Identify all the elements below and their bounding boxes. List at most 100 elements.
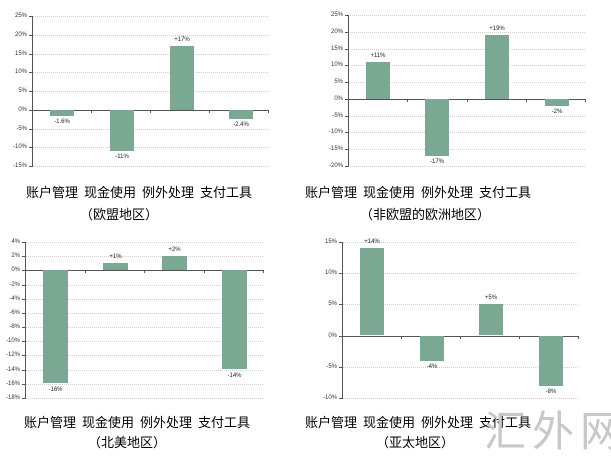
gridline: [348, 65, 585, 66]
y-tick: [22, 242, 25, 243]
value-label: +1%: [109, 254, 122, 260]
bar: [170, 46, 194, 110]
value-label: -8%: [545, 389, 557, 395]
gridline: [25, 398, 263, 399]
gridline: [32, 35, 268, 36]
y-tick: [339, 242, 342, 243]
y-tick-label: -15%: [12, 163, 27, 169]
value-label: -11%: [115, 154, 129, 160]
value-label: +19%: [489, 26, 505, 32]
gridline: [32, 91, 268, 92]
bar: [366, 62, 390, 99]
y-tick: [345, 82, 348, 83]
y-tick-label: -14%: [5, 367, 20, 373]
gridline: [342, 398, 578, 399]
y-tick-label: 10%: [14, 69, 27, 75]
category-label: 例外处理: [421, 186, 474, 201]
y-tick: [22, 256, 25, 257]
y-tick-label: -4%: [9, 296, 20, 302]
gridline: [342, 273, 578, 274]
y-tick-label: -10%: [328, 129, 343, 135]
value-label: +14%: [364, 239, 380, 245]
y-tick: [22, 398, 25, 399]
y-tick: [29, 147, 32, 148]
gridline: [32, 166, 268, 167]
chart-panel-non-eu-europe: 账户管理 现金使用 例外处理 支付工具 （非欧盟的欧洲地区） 25% 20% 15% 10%…: [305, 12, 586, 223]
bar: [479, 304, 503, 335]
y-tick-label: 5%: [328, 301, 337, 307]
x-tick: [85, 270, 86, 273]
y-tick: [29, 72, 32, 73]
y-tick-label: 15%: [324, 239, 337, 245]
y-tick: [22, 370, 25, 371]
y-tick-label: -10%: [5, 338, 20, 344]
y-tick-label: 25%: [330, 12, 343, 18]
y-tick-label: -20%: [328, 163, 343, 169]
y-tick-label: -5%: [326, 364, 337, 370]
x-tick: [263, 270, 264, 273]
y-tick-label: 4%: [11, 239, 20, 245]
bar: [420, 336, 444, 361]
category-label: 账户管理: [24, 416, 77, 431]
gridline: [348, 166, 585, 167]
y-tick: [339, 367, 342, 368]
x-tick: [519, 336, 520, 339]
y-tick-label: 10%: [330, 62, 343, 68]
gridline: [348, 149, 585, 150]
gridline: [25, 355, 263, 356]
gridline: [342, 242, 578, 243]
y-tick-label: -16%: [5, 381, 20, 387]
bar: [485, 35, 509, 99]
y-tick: [22, 341, 25, 342]
bar: [425, 99, 449, 156]
gridline: [25, 384, 263, 385]
gridline: [348, 32, 585, 33]
category-label: 支付工具: [479, 416, 532, 431]
y-tick-label: -10%: [322, 395, 337, 401]
bar: [43, 270, 68, 383]
x-tick: [204, 270, 205, 273]
value-label: +5%: [484, 295, 498, 301]
y-tick: [22, 313, 25, 314]
value-label: +2%: [168, 247, 181, 253]
gridline: [32, 16, 268, 17]
y-tick: [339, 304, 342, 305]
chart-panel-eu: 账户管理 现金使用 例外处理 支付工具 （欧盟地区） 25% 20% 15% 10% 5% 0%…: [0, 0, 300, 230]
category-label: 现金使用: [82, 416, 135, 431]
y-axis: [25, 242, 26, 399]
y-tick: [29, 35, 32, 36]
category-label: 账户管理: [305, 186, 358, 201]
y-tick: [22, 299, 25, 300]
y-tick-label: 5%: [18, 88, 27, 94]
value-label: -2.4%: [233, 122, 249, 128]
gridline: [348, 49, 585, 50]
category-label: 现金使用: [363, 186, 416, 201]
category-label: 现金使用: [84, 186, 137, 201]
gridline: [25, 370, 263, 371]
y-tick: [339, 398, 342, 399]
y-tick-label: -6%: [9, 310, 20, 316]
gridline: [25, 299, 263, 300]
gridline: [342, 304, 578, 305]
region-label: （欧盟地区）: [80, 208, 159, 223]
x-tick: [526, 99, 527, 102]
y-tick-label: 0%: [328, 333, 337, 339]
value-label: -14%: [227, 373, 242, 379]
x-tick: [209, 110, 210, 113]
y-tick-label: 2%: [11, 253, 20, 259]
bar: [360, 248, 384, 335]
y-tick-label: -18%: [5, 395, 20, 401]
gridline: [348, 82, 585, 83]
y-tick: [29, 16, 32, 17]
watermark-text: 汇外网: [484, 407, 611, 456]
gridline: [348, 15, 585, 16]
gridline: [348, 132, 585, 133]
y-tick: [345, 132, 348, 133]
value-label: +11%: [370, 53, 386, 59]
y-tick-label: -12%: [5, 352, 20, 358]
x-tick: [91, 110, 92, 113]
y-tick: [345, 32, 348, 33]
category-labels: 账户管理 现金使用 例外处理 支付工具: [26, 182, 258, 201]
y-tick: [29, 91, 32, 92]
category-label: 例外处理: [421, 416, 474, 431]
